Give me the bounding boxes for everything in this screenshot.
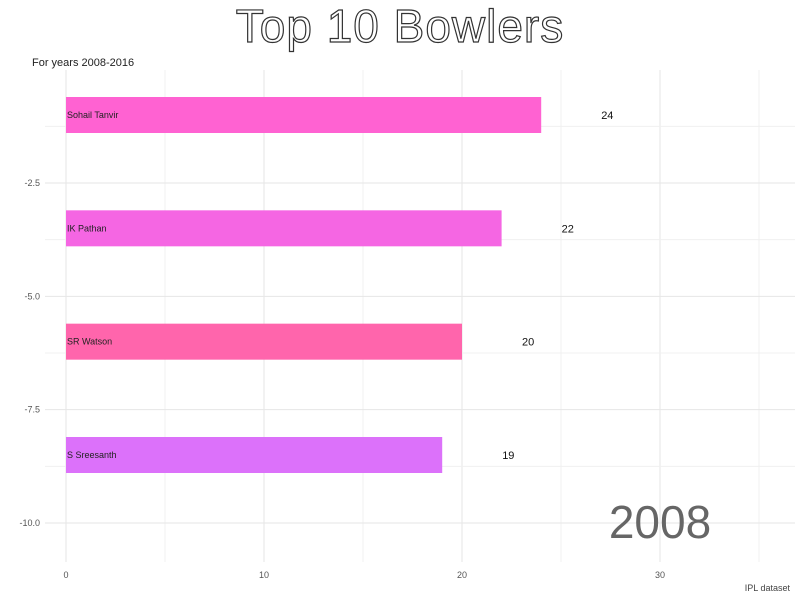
bar-value-label: 20 (522, 337, 534, 349)
bar-label: SR Watson (67, 337, 112, 347)
bar-label: Sohail Tanvir (67, 110, 118, 120)
year-label: 2008 (608, 496, 712, 548)
bar-value-label: 22 (562, 223, 574, 235)
bar-label: IK Pathan (67, 223, 107, 233)
y-tick-label: -5.0 (24, 291, 40, 301)
chart-caption: IPL dataset (744, 583, 790, 593)
x-tick-label: 0 (63, 570, 68, 580)
bar (66, 97, 542, 133)
chart-title: Top 10 Bowlers (235, 0, 565, 53)
x-tick-label: 20 (457, 570, 467, 580)
y-tick-label: -10.0 (19, 518, 40, 528)
y-tick-label: -2.5 (24, 178, 40, 188)
x-tick-label: 30 (655, 570, 665, 580)
bar-value-label: 19 (502, 450, 514, 462)
bar (66, 437, 443, 473)
bar (66, 210, 502, 247)
bar-value-label: 24 (601, 110, 613, 122)
bar (66, 323, 462, 360)
bar-label: S Sreesanth (67, 450, 117, 460)
y-tick-label: -7.5 (24, 405, 40, 415)
x-tick-label: 10 (259, 570, 269, 580)
chart-subtitle: For years 2008-2016 (32, 57, 135, 69)
